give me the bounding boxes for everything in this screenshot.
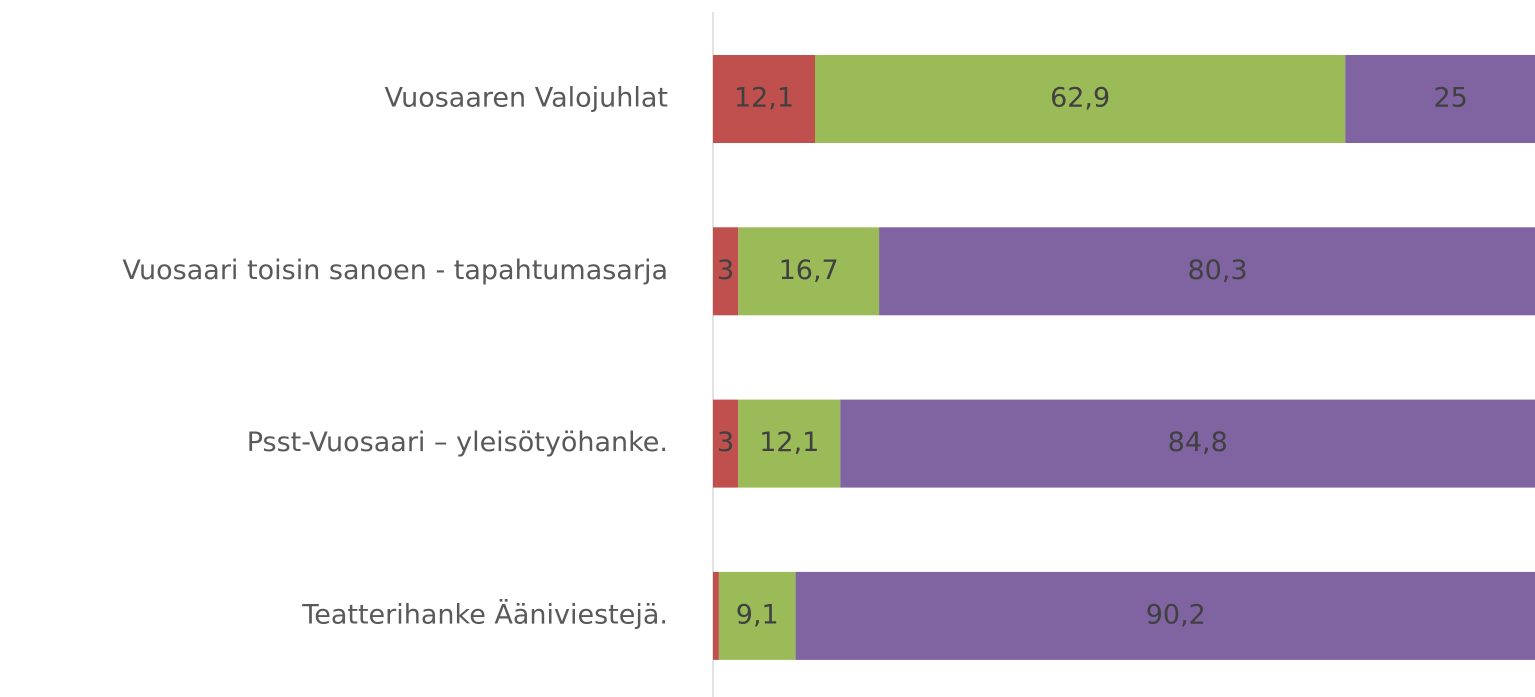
bar-segment bbox=[815, 55, 1346, 143]
category-label: Vuosaari toisin sanoen - tapahtumasarja bbox=[122, 255, 668, 286]
bar-segment bbox=[713, 399, 739, 488]
bar-segment bbox=[879, 227, 1535, 316]
bar-segment bbox=[795, 571, 1535, 660]
bar-segment bbox=[738, 227, 880, 316]
value-label: 12,1 bbox=[734, 83, 794, 114]
category-label: Psst-Vuosaari – yleisötyöhanke. bbox=[247, 427, 668, 458]
value-label: 90,2 bbox=[1146, 599, 1206, 630]
bar-segment bbox=[738, 399, 841, 488]
value-label: 16,7 bbox=[779, 255, 839, 286]
value-label: 25 bbox=[1433, 83, 1467, 114]
value-label: 9,1 bbox=[736, 599, 779, 630]
value-label: 3 bbox=[717, 255, 734, 286]
bar-segment bbox=[713, 55, 816, 143]
bar-segment bbox=[1345, 55, 1535, 143]
value-label: 80,3 bbox=[1187, 255, 1247, 286]
bar-segment bbox=[713, 571, 719, 660]
bar-segment bbox=[718, 571, 796, 660]
value-label: 84,8 bbox=[1168, 427, 1228, 458]
bar-segment bbox=[840, 399, 1535, 488]
bar-segment bbox=[713, 227, 739, 316]
category-label: Teatterihanke Ääniviestejä. bbox=[301, 598, 668, 630]
category-label: Vuosaaren Valojuhlat bbox=[384, 83, 668, 114]
value-label: 62,9 bbox=[1050, 83, 1110, 114]
value-label: 12,1 bbox=[759, 427, 819, 458]
value-label: 3 bbox=[717, 427, 734, 458]
